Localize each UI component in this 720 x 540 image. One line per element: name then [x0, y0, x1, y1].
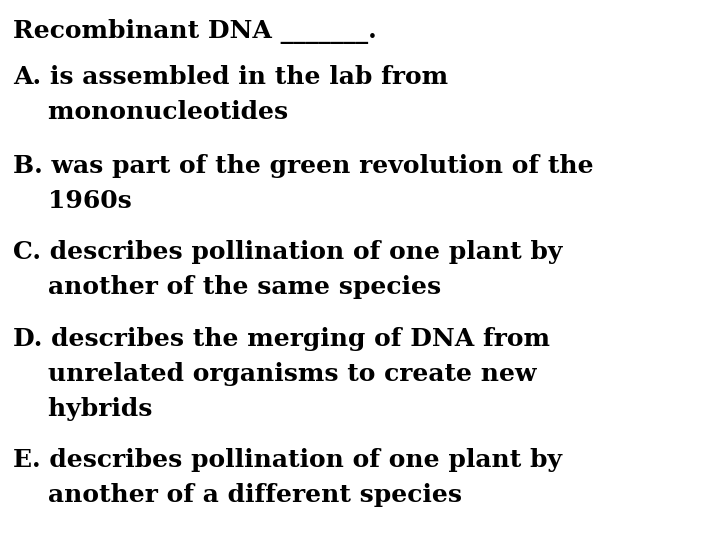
Text: A. is assembled in the lab from: A. is assembled in the lab from [13, 65, 448, 89]
Text: another of the same species: another of the same species [13, 275, 441, 299]
Text: another of a different species: another of a different species [13, 483, 462, 507]
Text: hybrids: hybrids [13, 397, 153, 421]
Text: 1960s: 1960s [13, 189, 132, 213]
Text: E. describes pollination of one plant by: E. describes pollination of one plant by [13, 448, 562, 472]
Text: B. was part of the green revolution of the: B. was part of the green revolution of t… [13, 154, 593, 178]
Text: Recombinant DNA _______.: Recombinant DNA _______. [13, 19, 377, 44]
Text: D. describes the merging of DNA from: D. describes the merging of DNA from [13, 327, 550, 350]
Text: C. describes pollination of one plant by: C. describes pollination of one plant by [13, 240, 562, 264]
Text: mononucleotides: mononucleotides [13, 100, 288, 124]
Text: unrelated organisms to create new: unrelated organisms to create new [13, 362, 536, 386]
